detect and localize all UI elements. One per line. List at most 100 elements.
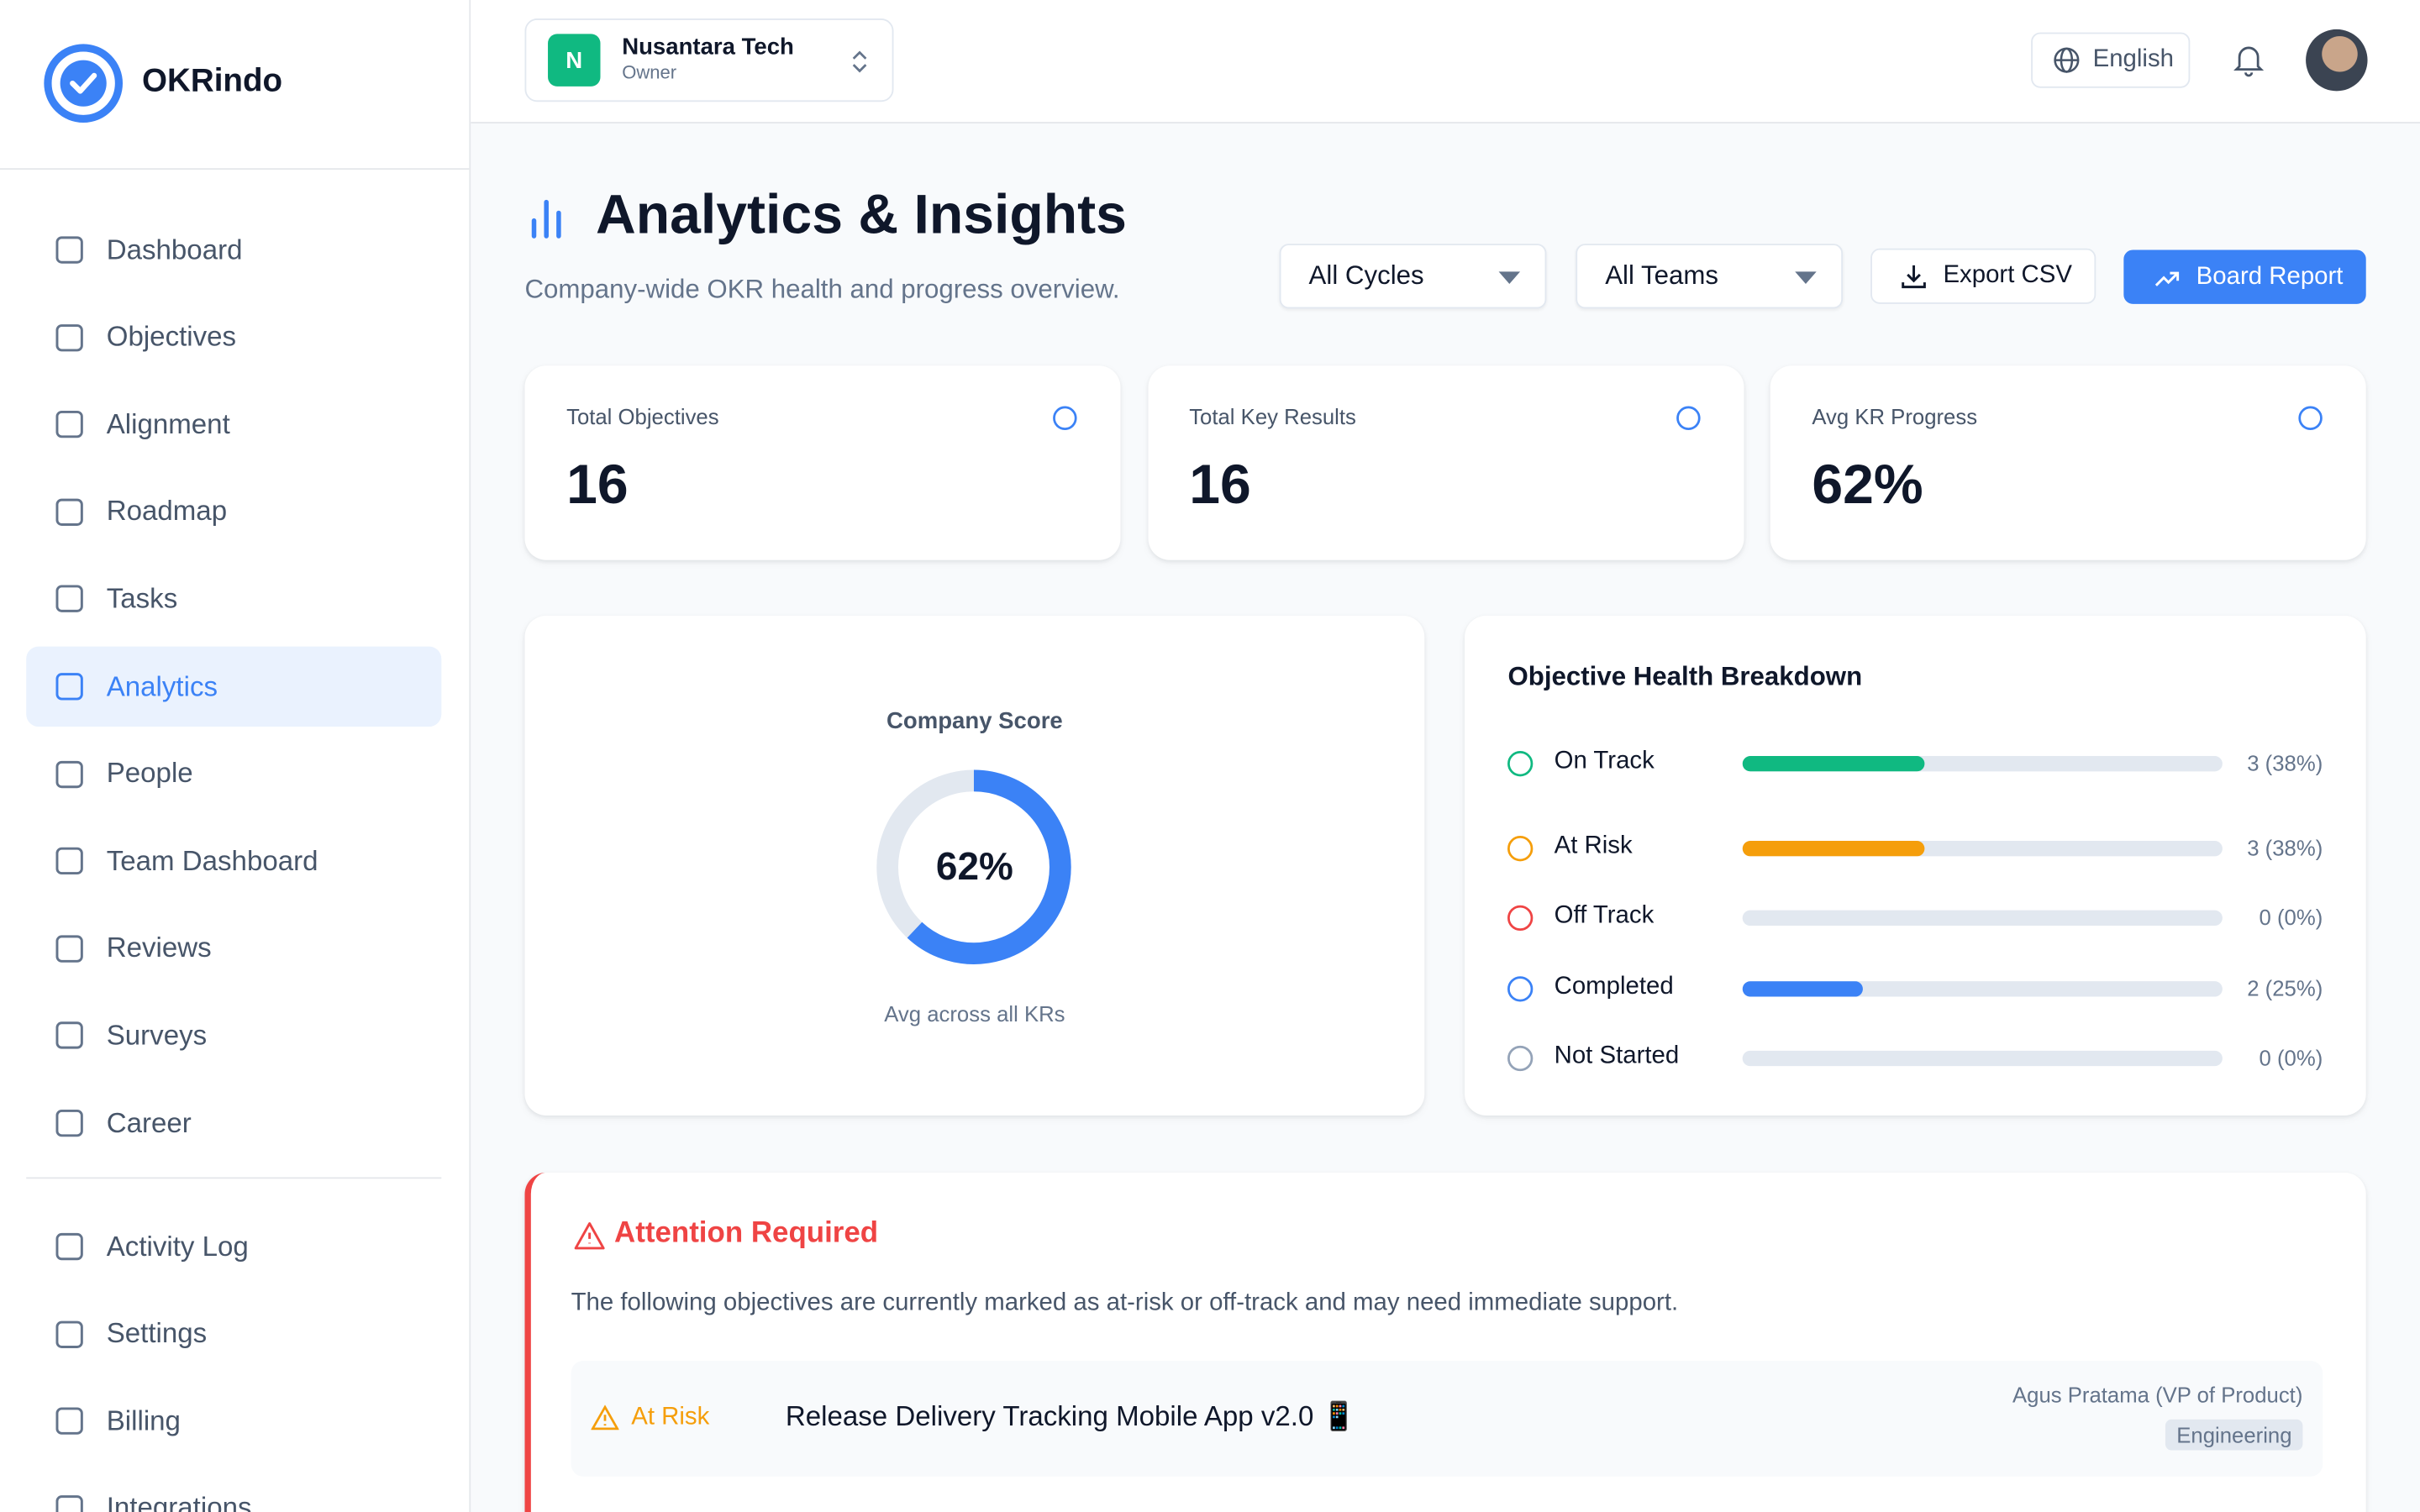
status-label: Not Started <box>1554 1042 1680 1069</box>
caret-shape <box>1795 271 1817 284</box>
icon-shape <box>591 1404 619 1431</box>
nav-label: Dashboard <box>106 234 243 265</box>
icon-shape <box>55 760 83 788</box>
language-button[interactable]: English <box>2031 32 2191 88</box>
status-label: On Track <box>1554 748 1655 775</box>
status-icon <box>1507 751 1534 777</box>
filter-select[interactable]: All Cycles <box>1279 244 1547 309</box>
attention-description: The following objectives are currently m… <box>571 1289 1679 1316</box>
icon-shape <box>55 411 83 438</box>
nav-item[interactable]: Reviews <box>26 908 441 989</box>
nav-item[interactable]: Career <box>26 1083 441 1163</box>
nav-item[interactable]: Integrations <box>26 1468 441 1512</box>
icon-shape <box>55 848 83 875</box>
owner: Agus Pratama (VP of Product) <box>2012 1382 2303 1408</box>
icon-shape <box>55 585 83 613</box>
nav-item[interactable]: Team Dashboard <box>26 821 441 901</box>
icon-shape <box>2298 406 2323 430</box>
caret-shape <box>1498 271 1521 284</box>
icon-shape <box>1676 406 1700 430</box>
nav-item[interactable]: Alignment <box>26 385 441 465</box>
donut-value <box>876 769 1071 964</box>
attention-title: Attention Required <box>614 1217 879 1250</box>
brand[interactable]: OKRindo <box>141 63 283 99</box>
score-caption: Avg across all KRs <box>884 1001 1065 1026</box>
icon-shape <box>55 323 83 351</box>
nav-item[interactable]: Surveys <box>26 995 441 1076</box>
analytics-icon <box>531 199 561 239</box>
board-report-button[interactable]: Board Report <box>2123 249 2366 304</box>
health-title: Objective Health Breakdown <box>1507 661 1863 691</box>
stat-icon <box>2298 406 2323 430</box>
icon-shape <box>55 1494 83 1512</box>
status-label: At Risk <box>631 1404 710 1431</box>
icon-shape <box>1053 406 1077 430</box>
team-badge: Engineering <box>2165 1419 2303 1451</box>
language: English <box>2092 46 2175 73</box>
status-icon <box>591 1404 619 1431</box>
icon-shape <box>1507 751 1534 777</box>
nav-label: Team Dashboard <box>106 844 318 876</box>
org-switcher[interactable]: N Nusantara Tech Owner <box>524 18 894 102</box>
nav-icon <box>55 1407 83 1436</box>
stat-value: 16 <box>1189 452 1251 516</box>
icon-shape <box>1507 905 1534 932</box>
nav-label: Settings <box>106 1317 208 1349</box>
nav-item[interactable]: Activity Log <box>26 1206 441 1287</box>
stat-card: Avg KR Progress 62% <box>1770 365 2366 560</box>
nav-icon <box>55 935 83 963</box>
stat-card: Total Key Results 16 <box>1147 365 1744 560</box>
nav-item[interactable]: Tasks <box>26 559 441 640</box>
progress-track <box>1742 756 2223 772</box>
status-value: 3 (38%) <box>2247 835 2323 860</box>
logo-icon <box>44 44 124 123</box>
nav-icon <box>55 1232 83 1261</box>
nav-label: Billing <box>106 1404 181 1436</box>
attention-item[interactable]: At Risk Release Delivery Tracking Mobile … <box>571 1361 2323 1477</box>
caret <box>1498 271 1521 284</box>
trend-icon <box>2154 270 2180 286</box>
nav-item[interactable]: Objectives <box>26 297 441 378</box>
filter-label: All Cycles <box>1308 260 1424 291</box>
avatar[interactable] <box>2306 29 2368 92</box>
status-value: 2 (25%) <box>2247 975 2323 1001</box>
nav-item[interactable]: Billing <box>26 1381 441 1462</box>
nav-item[interactable]: Dashboard <box>26 210 441 291</box>
nav-item[interactable]: Settings <box>26 1294 441 1374</box>
icon-shape <box>55 1232 83 1261</box>
page-subtitle: Company-wide OKR health and progress ove… <box>524 274 1120 304</box>
nav-icon <box>55 673 83 701</box>
nav-label: Roadmap <box>106 496 228 527</box>
nav-label: Activity Log <box>106 1230 249 1262</box>
nav-icon <box>55 585 83 613</box>
icon-shape <box>55 1407 83 1436</box>
nav-label: Tasks <box>106 583 178 614</box>
icon-shape <box>55 935 83 963</box>
nav-label: Career <box>106 1106 192 1138</box>
stat-label: Avg KR Progress <box>1812 404 1978 429</box>
nav-icon <box>55 498 83 526</box>
divider <box>26 1177 442 1179</box>
export-button[interactable]: Export CSV <box>1870 248 2096 304</box>
filter-select[interactable]: All Teams <box>1576 244 1844 309</box>
score-label: 62% <box>935 845 1013 889</box>
notifications[interactable] <box>2232 43 2265 77</box>
stat-value: 16 <box>566 452 629 516</box>
nav-label: Alignment <box>106 408 230 439</box>
nav-item[interactable]: Analytics <box>26 646 442 727</box>
org-initial: N <box>548 34 601 87</box>
icon-shape <box>55 1022 83 1050</box>
nav-icon <box>55 323 83 351</box>
status-value: 3 (38%) <box>2247 750 2323 775</box>
download-icon <box>1902 265 1926 289</box>
nav-item[interactable]: Roadmap <box>26 472 441 553</box>
progress-track <box>1742 1050 2223 1067</box>
sidebar: OKRindo Dashboard Objectives Alignment Road… <box>0 0 471 1512</box>
progress-bar <box>1742 841 1925 857</box>
nav-label: Objectives <box>106 321 237 352</box>
warning-icon <box>574 1222 605 1250</box>
progress-bar <box>1742 981 1863 997</box>
nav-item[interactable]: People <box>26 734 441 815</box>
status-value: 0 (0%) <box>2259 905 2323 930</box>
